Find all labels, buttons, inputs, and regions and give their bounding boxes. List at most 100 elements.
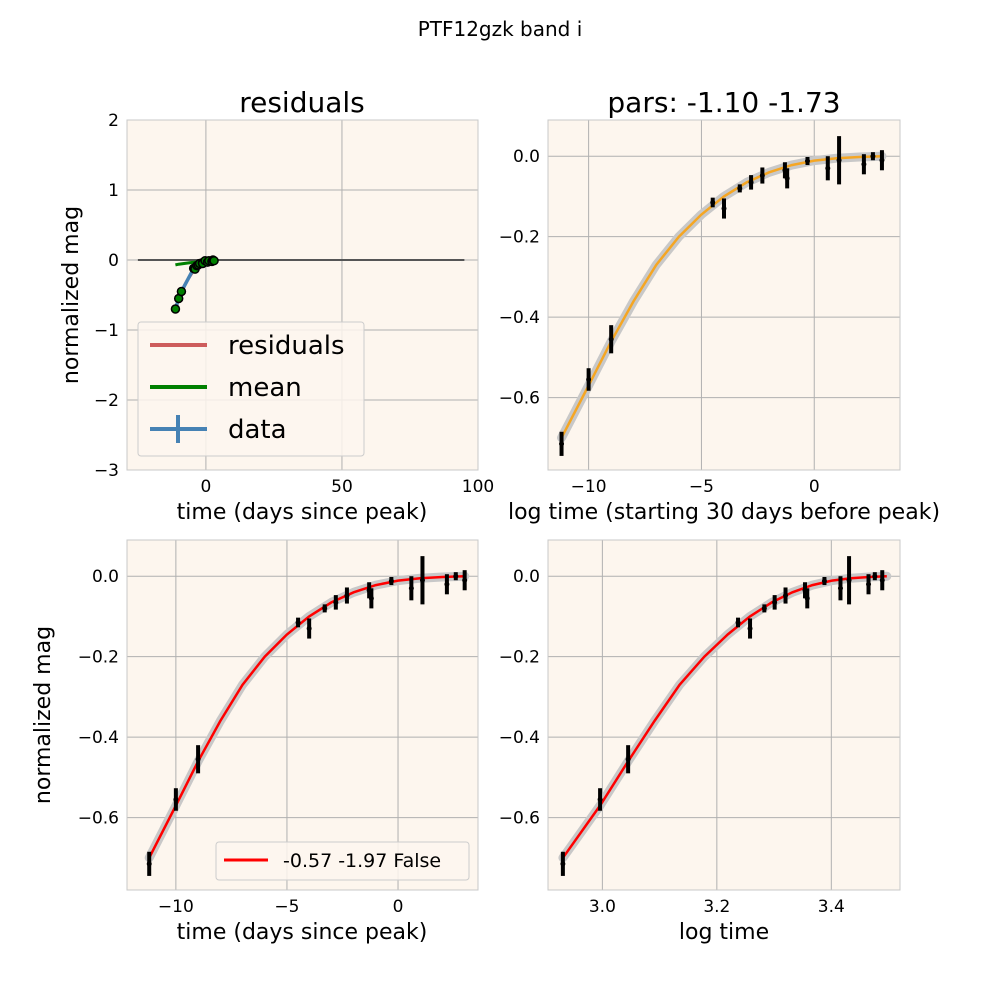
data-point bbox=[735, 619, 741, 625]
plot-area bbox=[127, 540, 478, 890]
x-tick-label: −5 bbox=[689, 477, 714, 497]
data-point bbox=[759, 173, 765, 179]
x-tick-label: 0 bbox=[393, 897, 404, 917]
data-point bbox=[408, 585, 414, 591]
y-tick-label: −2 bbox=[94, 391, 119, 411]
data-point bbox=[146, 861, 152, 867]
x-tick-label: −10 bbox=[571, 477, 607, 497]
data-point bbox=[608, 336, 614, 342]
data-point bbox=[721, 206, 727, 212]
data-layer bbox=[137, 255, 465, 314]
legend-label-fit: -0.57 -1.97 False bbox=[283, 850, 441, 872]
legend: -0.57 -1.97 False bbox=[215, 841, 470, 881]
data-point bbox=[747, 626, 753, 632]
y-tick-label: 1 bbox=[108, 181, 119, 201]
data-point bbox=[710, 199, 716, 205]
y-tick-label: 2 bbox=[108, 111, 119, 131]
plot-frame bbox=[547, 119, 901, 471]
data-point bbox=[306, 626, 312, 632]
legend-label-mean: mean bbox=[228, 373, 302, 403]
legend-box bbox=[137, 321, 365, 457]
x-axis-label: log time bbox=[679, 920, 769, 945]
data-point bbox=[866, 581, 872, 587]
y-tick-label: −3 bbox=[94, 461, 119, 481]
data-point bbox=[804, 158, 810, 164]
plot-frame bbox=[547, 539, 901, 891]
data-point bbox=[333, 599, 339, 605]
data-point bbox=[837, 585, 843, 591]
data-point bbox=[444, 581, 450, 587]
data-point bbox=[209, 255, 219, 266]
data-point bbox=[870, 153, 876, 159]
panel-time: −10 −5 0 −0.6 −0.4 −0.2 0.0 time (days since p… bbox=[31, 539, 479, 945]
y-axis-label: normalized mag bbox=[31, 626, 56, 804]
figure-suptitle: PTF12gzk band i bbox=[418, 17, 583, 41]
y-tick-label: −0.6 bbox=[499, 809, 540, 829]
data-point bbox=[748, 179, 754, 185]
data-point bbox=[195, 756, 201, 762]
panel-logtime: 3.0 3.2 3.4 −0.6 −0.4 −0.2 0.0 log time bbox=[499, 539, 901, 945]
tick-labels: 3.0 3.2 3.4 −0.6 −0.4 −0.2 0.0 bbox=[499, 567, 845, 917]
y-tick-label: 0.0 bbox=[513, 147, 540, 167]
data-point bbox=[861, 161, 867, 167]
grid bbox=[548, 120, 900, 470]
y-tick-label: −0.6 bbox=[78, 809, 119, 829]
panel-pars: −10 −5 0−0.6−0.4−0.20.0 pars: -1.10 -1.73 … bbox=[499, 86, 940, 525]
grid bbox=[548, 540, 900, 890]
panel-title: residuals bbox=[239, 86, 365, 119]
data-point bbox=[836, 157, 842, 163]
legend-label-residuals: residuals bbox=[228, 331, 345, 361]
data-layer bbox=[144, 556, 470, 876]
fit-line bbox=[561, 574, 887, 859]
data-point bbox=[462, 577, 468, 583]
panel-residuals: 0 50 100 −3 −2 −1 0 1 2 residuals time (days sin… bbox=[59, 86, 494, 525]
data-point bbox=[784, 175, 790, 181]
x-tick-label: 50 bbox=[331, 477, 353, 497]
legend-box bbox=[215, 841, 470, 881]
y-axis-label: normalized mag bbox=[59, 206, 84, 384]
x-tick-label: 3.0 bbox=[589, 897, 616, 917]
data-point bbox=[772, 599, 778, 605]
data-point bbox=[586, 376, 592, 382]
data-point bbox=[173, 796, 179, 802]
x-axis-label: time (days since peak) bbox=[177, 500, 428, 525]
tick-labels: 0 50 100 −3 −2 −1 0 1 2 bbox=[94, 111, 494, 497]
x-tick-label: 3.4 bbox=[818, 897, 845, 917]
data-point bbox=[453, 573, 459, 579]
data-point bbox=[846, 577, 852, 583]
data-point bbox=[821, 578, 827, 584]
y-tick-label: −0.4 bbox=[499, 308, 540, 328]
data-point bbox=[879, 577, 885, 583]
plot-frame bbox=[126, 539, 479, 891]
data-point bbox=[625, 756, 631, 762]
tick-labels: −10 −5 0 −0.6 −0.4 −0.2 0.0 bbox=[78, 567, 404, 917]
x-tick-label: −10 bbox=[158, 897, 194, 917]
data-point bbox=[783, 593, 789, 599]
data-point bbox=[368, 595, 374, 601]
data-layer bbox=[558, 556, 892, 876]
y-tick-label: −1 bbox=[94, 321, 119, 341]
y-tick-label: 0 bbox=[108, 251, 119, 271]
data-point bbox=[879, 157, 885, 163]
y-tick-label: 0.0 bbox=[513, 567, 540, 587]
legend-label-data: data bbox=[228, 415, 287, 445]
data-point bbox=[804, 595, 810, 601]
y-tick-label: 0.0 bbox=[92, 567, 119, 587]
x-axis-label: time (days since peak) bbox=[177, 920, 428, 945]
plot-frame bbox=[126, 119, 479, 471]
data-point bbox=[737, 185, 743, 191]
y-tick-label: −0.2 bbox=[499, 228, 540, 248]
panel-title: pars: -1.10 -1.73 bbox=[607, 86, 840, 119]
y-tick-label: −0.2 bbox=[499, 648, 540, 668]
tick-labels: −10 −5 0 −0.6 −0.4 −0.2 0.0 bbox=[499, 147, 820, 497]
data-point bbox=[597, 796, 603, 802]
data-point bbox=[559, 441, 565, 447]
x-tick-label: −5 bbox=[274, 897, 299, 917]
plot-area bbox=[548, 120, 900, 470]
x-tick-label: 0 bbox=[200, 477, 211, 497]
x-tick-label: 3.2 bbox=[703, 897, 730, 917]
data-point bbox=[419, 577, 425, 583]
y-tick-label: −0.4 bbox=[78, 728, 119, 748]
data-point bbox=[344, 593, 350, 599]
